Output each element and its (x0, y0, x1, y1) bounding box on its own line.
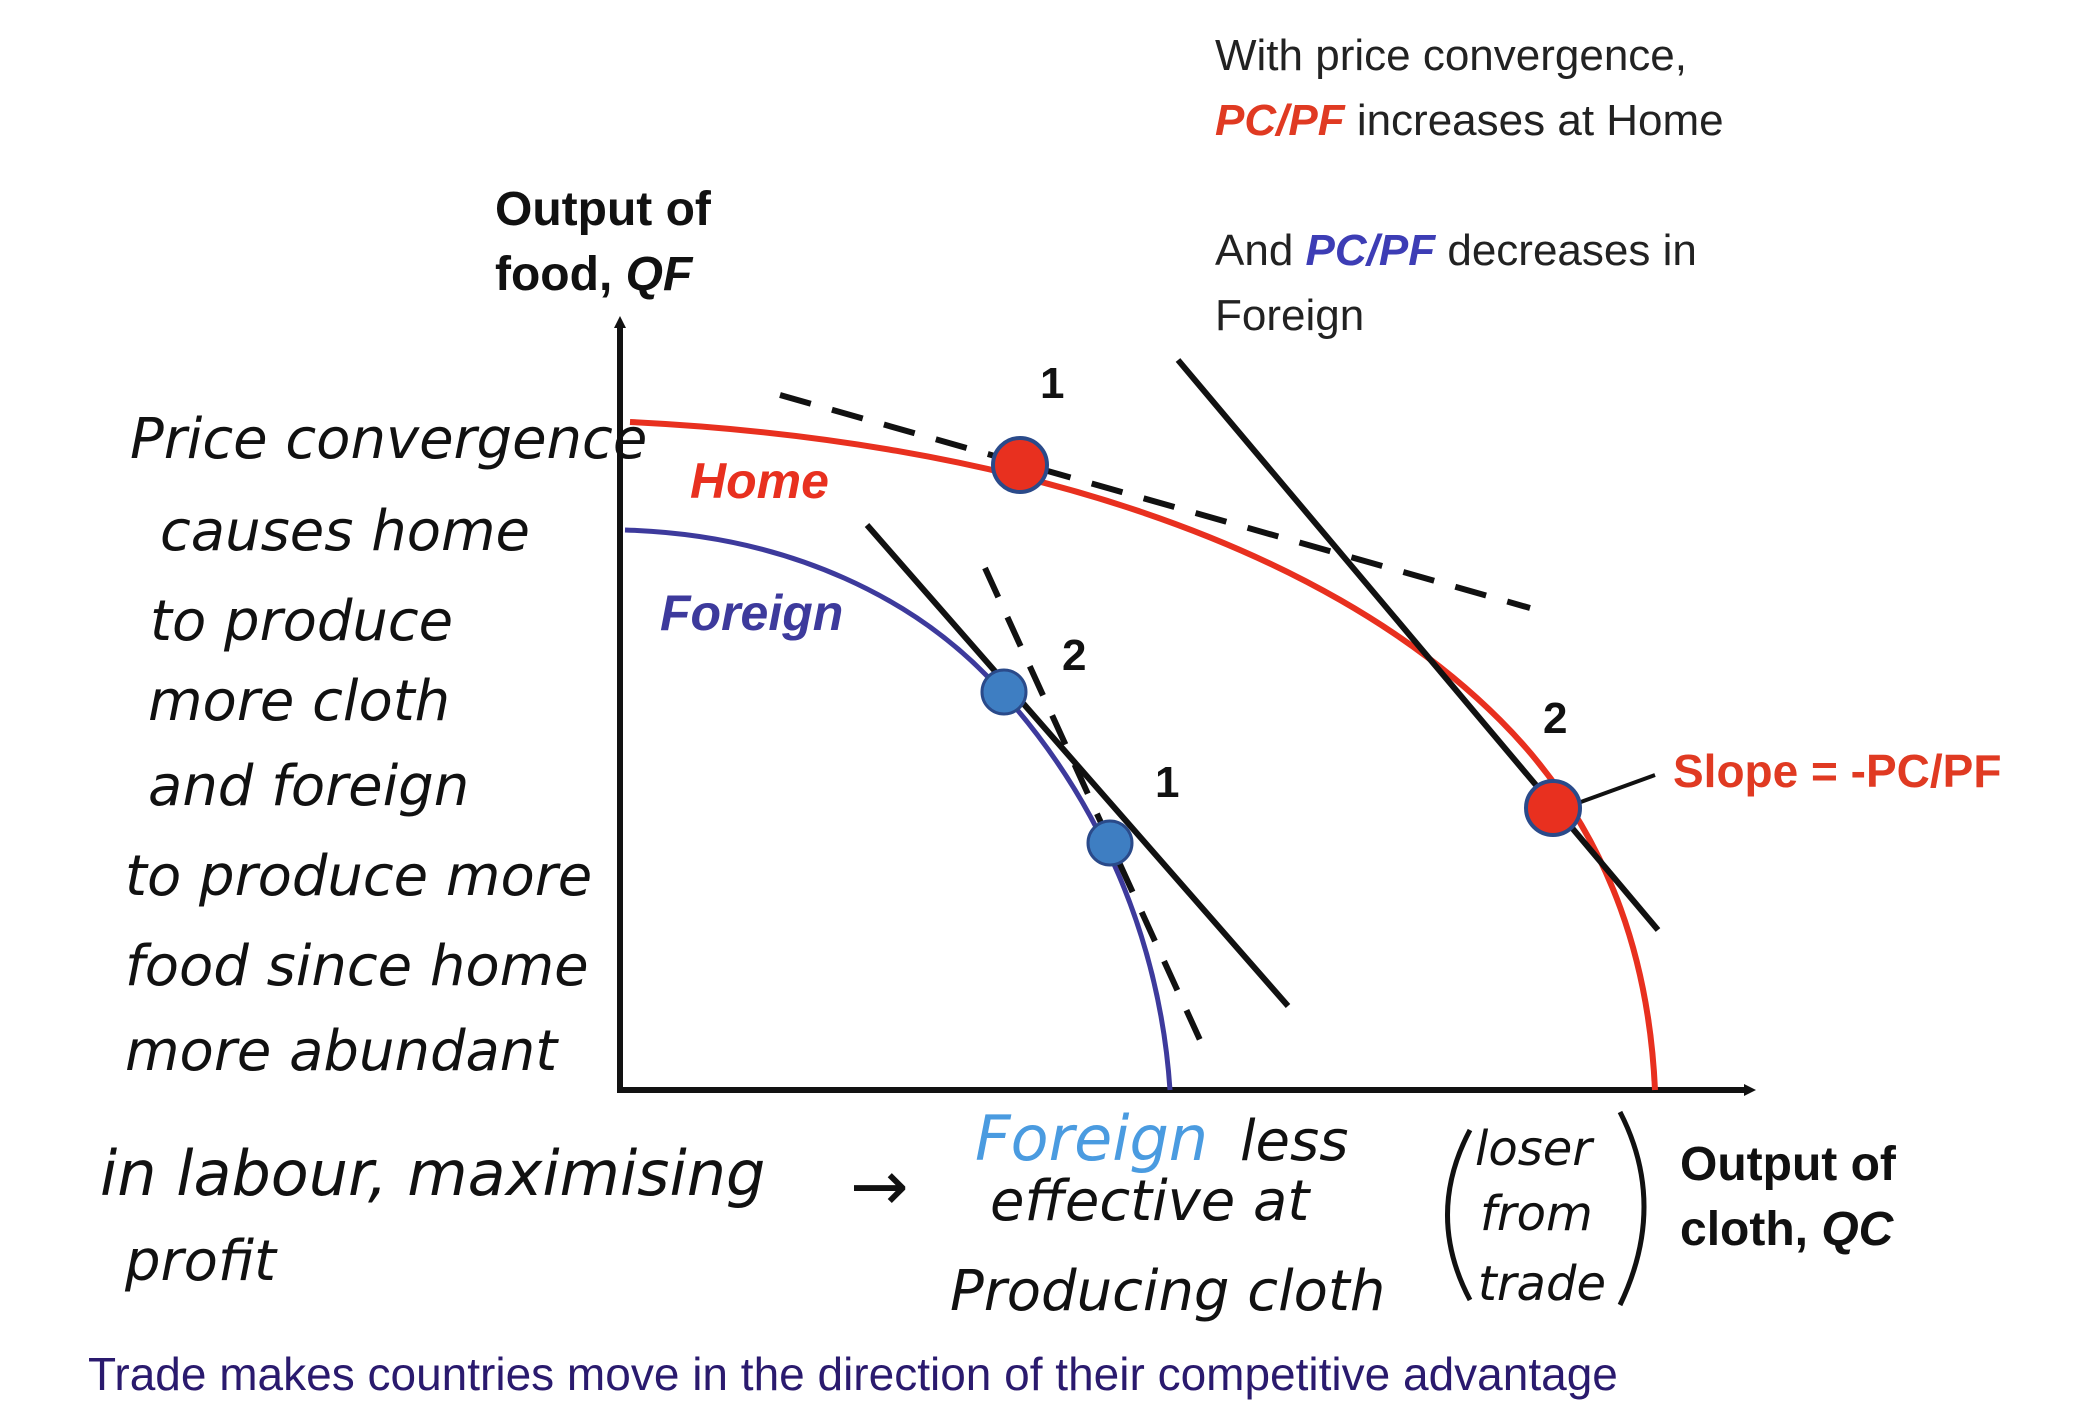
right-parenthesis (1617, 1110, 1647, 1307)
handwritten-bracket-note (1445, 1110, 1647, 1307)
handwritten-middle-notes: → Foreign less effective at Producing cl… (850, 1102, 1385, 1324)
slope-pointer-line (1577, 773, 1656, 805)
foreign-point-2-label: 2 (1062, 631, 1086, 680)
home-price-line-2 (1175, 358, 1661, 932)
left-parenthesis (1445, 1128, 1473, 1302)
annotation-line2: PC/PF increases at Home (1215, 96, 1724, 145)
foreign-curve-label: Foreign (660, 585, 843, 641)
home-ppf-curve (629, 419, 1658, 1091)
hand-line-10: profit (124, 1229, 278, 1294)
hand-arrow: → (850, 1145, 909, 1227)
home-point-1-label: 1 (1040, 359, 1064, 408)
bracket-trade: trade (1478, 1256, 1606, 1312)
hand-less: less (1240, 1109, 1348, 1174)
hand-producing-cloth: Producing cloth (950, 1259, 1385, 1324)
hand-line-4: more cloth (148, 669, 450, 734)
foreign-price-line-2-dashed (982, 566, 1203, 1042)
foreign-point-2 (980, 668, 1028, 716)
y-axis-label-line2: food, QF (495, 248, 694, 301)
hand-line-6: to produce more (125, 844, 592, 909)
annotation-line3: And PC/PF decreases in (1215, 226, 1697, 275)
hand-line-9: in labour, maximising (100, 1137, 765, 1210)
hand-line-8: more abundant (125, 1019, 559, 1084)
slope-label: Slope = -PC/PF (1673, 745, 2001, 797)
hand-line-3: to produce (150, 589, 453, 654)
bracket-loser: loser (1475, 1121, 1595, 1177)
hand-effective-at: effective at (990, 1169, 1311, 1234)
x-axis-label-line1: Output of (1680, 1138, 1897, 1191)
footer-caption: Trade makes countries move in the direct… (88, 1348, 1618, 1400)
hand-line-7: food since home (125, 934, 589, 999)
y-axis-label-line1: Output of (495, 183, 712, 236)
home-point-2 (1524, 779, 1582, 837)
foreign-point-1-label: 1 (1155, 758, 1179, 807)
x-axis-label-line2: cloth, QC (1680, 1203, 1895, 1256)
home-price-line-1-dashed (779, 392, 1531, 611)
hand-foreign-word: Foreign (975, 1102, 1208, 1175)
foreign-point-1 (1086, 819, 1134, 867)
hand-line-5: and foreign (148, 754, 469, 819)
annotation-line1: With price convergence, (1215, 31, 1687, 80)
home-point-1 (991, 436, 1049, 494)
home-curve-label: Home (690, 453, 829, 509)
hand-line-2: causes home (160, 499, 530, 564)
foreign-price-line-1 (864, 523, 1291, 1008)
hand-line-1: Price convergence (130, 407, 647, 472)
bracket-text: loser from trade (1475, 1121, 1606, 1312)
handwritten-left-notes: Price convergence causes home to produce… (100, 407, 765, 1294)
bracket-from: from (1480, 1186, 1593, 1242)
annotation-line4: Foreign (1215, 291, 1364, 340)
home-point-2-label: 2 (1543, 694, 1567, 743)
